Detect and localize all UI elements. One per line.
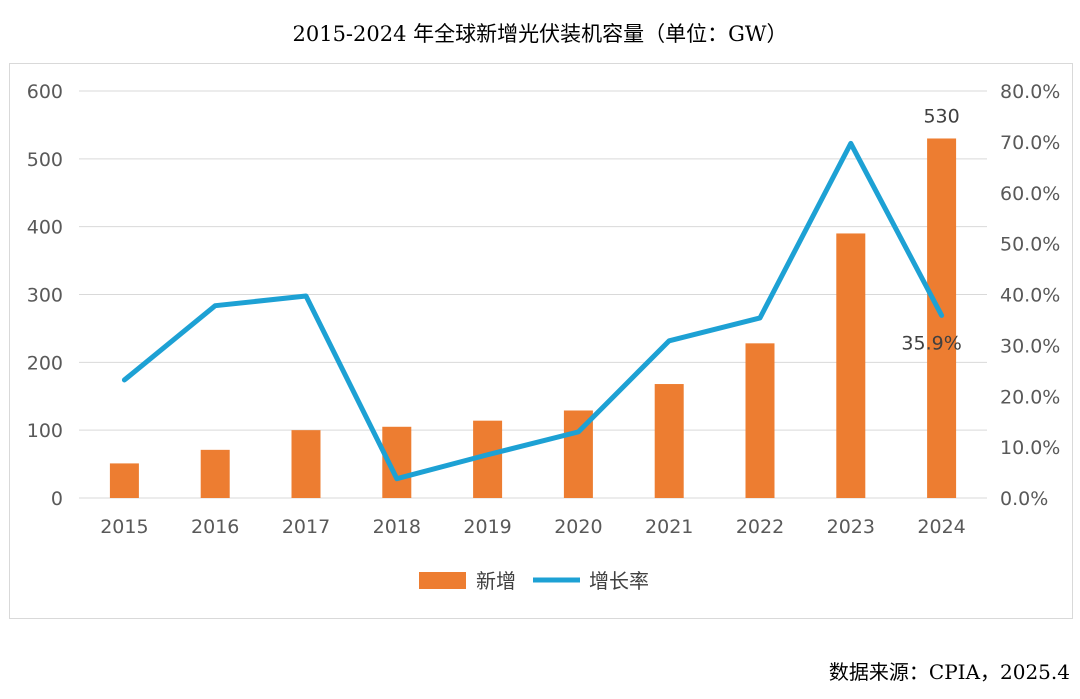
data-labels: 530 35.9% (901, 105, 961, 354)
x-tick-label: 2023 (827, 516, 875, 538)
y-right-tick-label: 20.0% (1000, 386, 1060, 408)
x-axis: 2015 2016 2017 2018 2019 2020 2021 2022 2023 2024 (100, 516, 966, 538)
chart-frame: 0 100 200 300 400 500 600 0.0% 10.0% 20.0% 30.0% 4… (9, 63, 1073, 619)
legend-line-label: 增长率 (589, 569, 649, 593)
x-tick-label: 2022 (736, 516, 784, 538)
x-tick-label: 2018 (373, 516, 421, 538)
y-left-tick-label: 400 (27, 217, 63, 239)
y-right-tick-label: 40.0% (1000, 285, 1060, 307)
legend: 新增 增长率 (419, 569, 649, 593)
bar (654, 384, 684, 498)
y-left-tick-label: 0 (51, 488, 63, 510)
bar (927, 138, 957, 498)
legend-bar-label: 新增 (476, 569, 516, 593)
y-right-tick-label: 0.0% (1000, 488, 1048, 510)
y-right-tick-label: 10.0% (1000, 437, 1060, 459)
x-tick-label: 2015 (100, 516, 148, 538)
right-y-axis: 0.0% 10.0% 20.0% 30.0% 40.0% 50.0% 60.0% 70.0% 8… (1000, 81, 1060, 510)
y-left-tick-label: 600 (27, 81, 63, 103)
x-tick-label: 2021 (645, 516, 693, 538)
chart-title: 2015-2024 年全球新增光伏装机容量（单位：GW） (292, 22, 788, 46)
bar (109, 463, 139, 498)
y-right-tick-label: 70.0% (1000, 132, 1060, 154)
x-tick-label: 2019 (463, 516, 511, 538)
line-series (121, 140, 945, 482)
x-tick-label: 2017 (282, 516, 330, 538)
left-y-axis: 0 100 200 300 400 500 600 (27, 81, 63, 510)
data-label: 35.9% (901, 332, 961, 354)
y-left-tick-label: 100 (27, 420, 63, 442)
growth-rate-line (121, 140, 945, 482)
y-right-tick-label: 60.0% (1000, 183, 1060, 205)
y-left-tick-label: 200 (27, 352, 63, 374)
bar (745, 343, 775, 498)
bar (836, 233, 866, 498)
bar (291, 430, 321, 498)
x-tick-label: 2024 (917, 516, 965, 538)
y-left-tick-label: 300 (27, 285, 63, 307)
x-tick-label: 2016 (191, 516, 239, 538)
y-left-tick-label: 500 (27, 149, 63, 171)
y-right-tick-label: 30.0% (1000, 335, 1060, 357)
y-right-tick-label: 80.0% (1000, 81, 1060, 103)
gridlines (79, 90, 987, 499)
bar-series (109, 138, 957, 498)
combo-chart: 0 100 200 300 400 500 600 0.0% 10.0% 20.0% 30.0% 4… (27, 81, 1061, 593)
bar (200, 449, 230, 498)
y-right-tick-label: 50.0% (1000, 234, 1060, 256)
source-note: 数据来源：CPIA，2025.4 (828, 660, 1070, 684)
data-label: 530 (923, 105, 959, 127)
legend-bar-swatch (419, 572, 466, 589)
x-tick-label: 2020 (554, 516, 602, 538)
